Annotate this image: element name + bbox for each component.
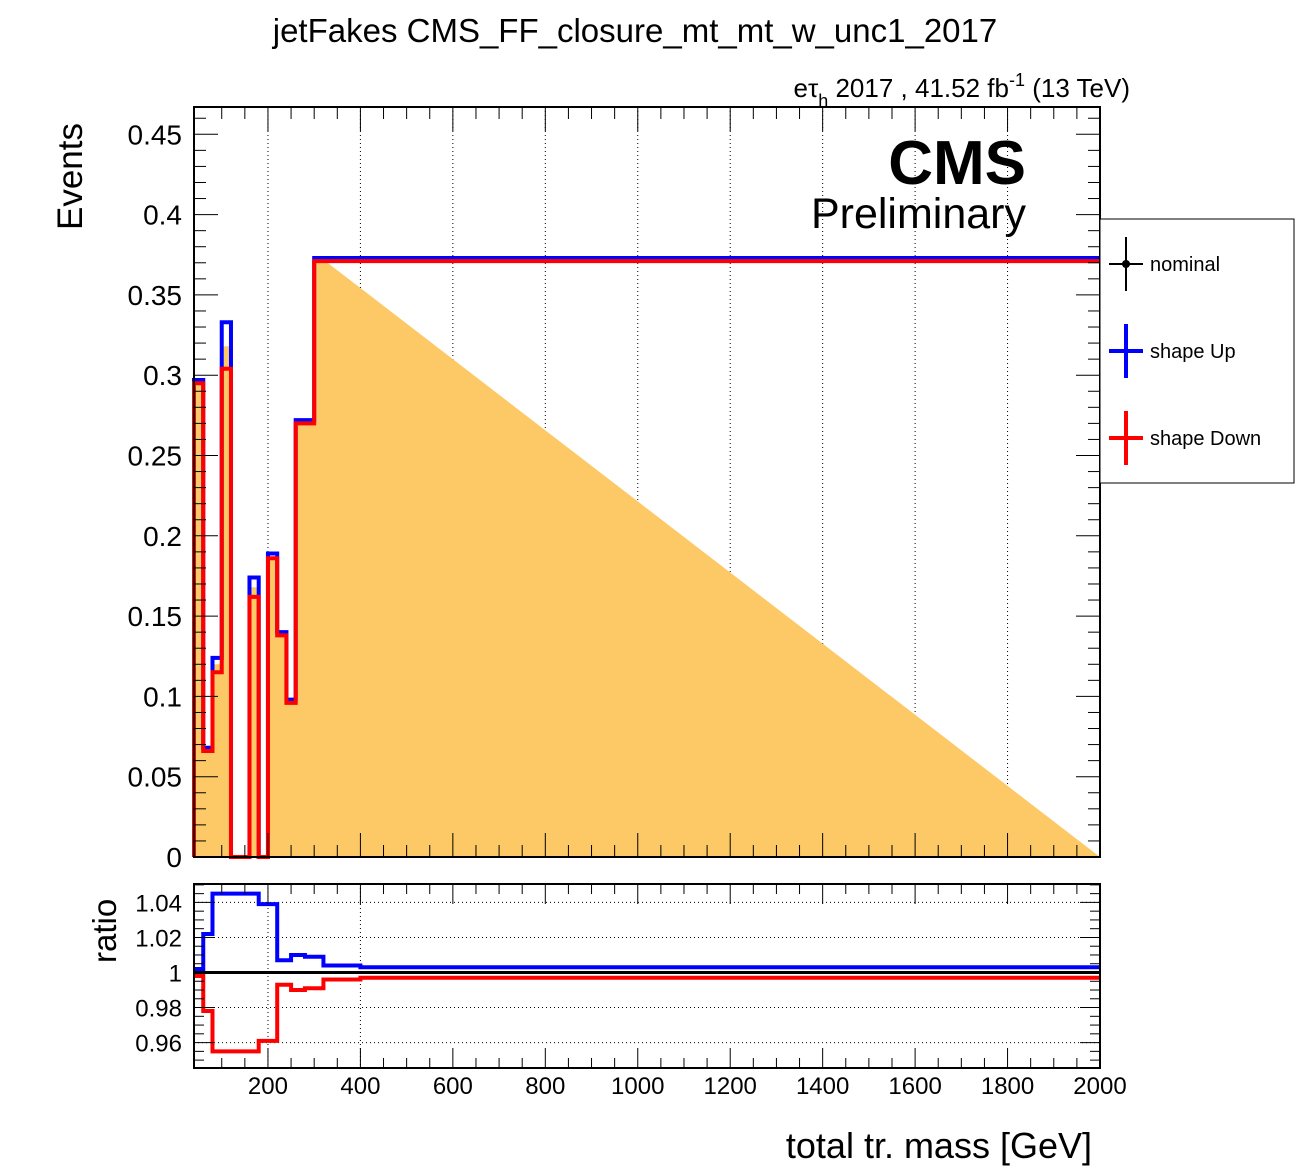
upper-y-axis-title: Events bbox=[51, 123, 90, 230]
y-tick-label: 0.05 bbox=[128, 762, 183, 793]
ratio-tick-label: 0.98 bbox=[135, 996, 182, 1023]
ratio-tick-label: 1 bbox=[169, 960, 182, 987]
x-tick-label: 600 bbox=[433, 1073, 473, 1100]
x-tick-labels: 200 400 600 800 1000 1200 1400 1600 1800 2000 bbox=[248, 1073, 1127, 1100]
y-tick-label: 0.25 bbox=[128, 441, 183, 472]
lumi-label: eτh 2017 , 41.52 fb-1 (13 TeV) bbox=[793, 70, 1130, 111]
cms-label: CMS bbox=[888, 129, 1026, 198]
x-axis-title: total tr. mass [GeV] bbox=[786, 1125, 1092, 1166]
legend-label-shape-down: shape Down bbox=[1150, 428, 1261, 450]
y-tick-label: 0.3 bbox=[143, 360, 182, 391]
chart-title: jetFakes CMS_FF_closure_mt_mt_w_unc1_201… bbox=[272, 12, 998, 49]
ratio-line-shape-up bbox=[194, 894, 1100, 969]
ratio-tick-label: 1.02 bbox=[135, 925, 182, 952]
x-tick-label: 1800 bbox=[981, 1073, 1034, 1100]
x-tick-label: 1200 bbox=[704, 1073, 757, 1100]
upper-histograms bbox=[194, 258, 1100, 857]
y-tick-label: 0.35 bbox=[128, 280, 183, 311]
lower-y-axis-title: ratio bbox=[86, 899, 123, 963]
preliminary-label: Preliminary bbox=[811, 190, 1027, 238]
ratio-tick-label: 0.96 bbox=[135, 1031, 182, 1058]
legend-label-shape-up: shape Up bbox=[1150, 341, 1236, 363]
legend-label-nominal: nominal bbox=[1150, 254, 1220, 276]
legend-marker-dot bbox=[1122, 260, 1130, 268]
x-tick-label: 800 bbox=[525, 1073, 565, 1100]
x-tick-label: 1600 bbox=[888, 1073, 941, 1100]
y-tick-label: 0.2 bbox=[143, 521, 182, 552]
y-tick-label: 0 bbox=[166, 842, 182, 873]
y-tick-label: 0.15 bbox=[128, 601, 183, 632]
x-tick-label: 400 bbox=[340, 1073, 380, 1100]
nominal-fill bbox=[194, 260, 1100, 857]
x-tick-label: 200 bbox=[248, 1073, 288, 1100]
x-tick-label: 1000 bbox=[611, 1073, 664, 1100]
upper-y-tick-labels: 0 0.05 0.1 0.15 0.2 0.25 0.3 0.35 0.4 0.45 bbox=[128, 119, 183, 873]
lower-y-tick-labels: 0.96 0.98 1 1.02 1.04 bbox=[135, 890, 182, 1057]
ratio-line-shape-down bbox=[194, 976, 1100, 1051]
legend: nominal shape Up shape Down bbox=[1100, 219, 1294, 483]
x-tick-label: 1400 bbox=[796, 1073, 849, 1100]
y-tick-label: 0.1 bbox=[143, 681, 182, 712]
ratio-tick-label: 1.04 bbox=[135, 890, 182, 917]
y-tick-label: 0.4 bbox=[143, 200, 182, 231]
x-tick-label: 2000 bbox=[1073, 1073, 1126, 1100]
y-tick-label: 0.45 bbox=[128, 119, 183, 150]
ratio-lines bbox=[194, 894, 1100, 1052]
